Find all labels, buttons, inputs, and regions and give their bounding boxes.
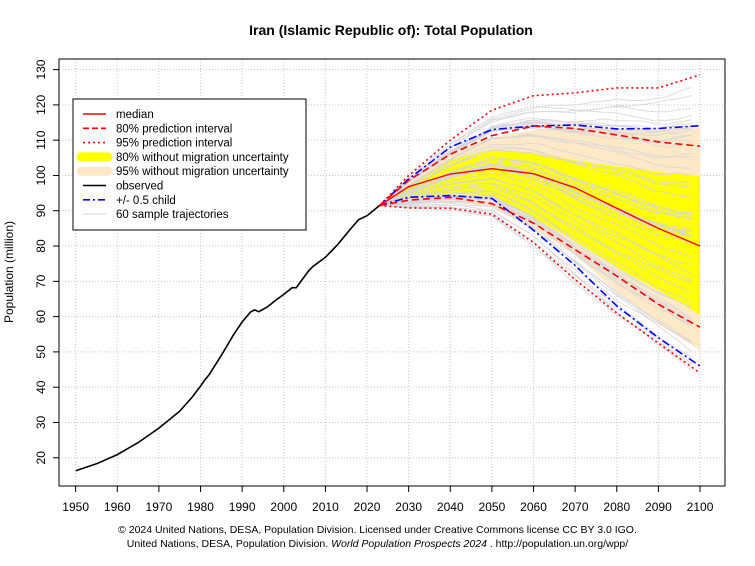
sample-trajectory [379, 186, 692, 283]
chart-title: Iran (Islamic Republic of): Total Popula… [249, 22, 533, 38]
sample-trajectory [379, 126, 692, 206]
x-tick-label: 2010 [312, 500, 339, 514]
footer-citation-suffix: . http://population.un.org/wpp/ [489, 538, 629, 550]
pi95-upper-line [378, 74, 701, 207]
series-lines [75, 74, 701, 472]
y-tick-label: 50 [34, 345, 48, 359]
legend-label: 80% prediction interval [116, 123, 232, 135]
legend-label: 80% without migration uncertainty [116, 152, 289, 164]
legend-label: 95% without migration uncertainty [116, 166, 289, 178]
sample-trajectory [379, 204, 692, 353]
y-tick-label: 100 [34, 165, 48, 185]
y-axis: 20 30 40 50 60 70 80 90 100 110 120 130 [34, 59, 59, 464]
footer-citation-title: World Population Prospects 2024 [331, 538, 487, 550]
x-tick-label: 2000 [270, 500, 297, 514]
sample-trajectory [379, 87, 692, 206]
x-axis: 1950 1960 1970 1980 1990 2000 2010 2020 2030 2040… [62, 486, 714, 514]
plot-frame [58, 58, 726, 487]
legend-box [72, 98, 307, 231]
x-tick-label: 2020 [354, 500, 381, 514]
sample-trajectory [379, 149, 692, 206]
sample-trajectory [379, 158, 692, 221]
pi80-lower-line [379, 196, 701, 328]
x-tick-label: 1980 [187, 500, 214, 514]
y-tick-label: 80 [34, 239, 48, 253]
x-tick-label: 1950 [62, 500, 89, 514]
x-tick-label: 2090 [645, 500, 672, 514]
x-tick-label: 1970 [146, 500, 173, 514]
legend-label: +/- 0.5 child [116, 195, 176, 207]
sample-trajectory [379, 134, 692, 206]
child-lower-line [379, 194, 701, 367]
sample-trajectory [379, 182, 692, 282]
y-tick-label: 110 [34, 130, 48, 149]
x-tick-label: 2060 [520, 500, 547, 514]
sample-trajectory [379, 203, 692, 342]
footer-citation-prefix: United Nations, DESA, Population Divisio… [126, 538, 329, 550]
sample-trajectory [379, 143, 692, 206]
x-tick-label: 1990 [229, 500, 256, 514]
y-tick-label: 20 [34, 451, 48, 465]
observed-line [75, 204, 381, 472]
legend-label: median [116, 109, 154, 121]
sample-trajectory [379, 123, 692, 206]
pi80-upper-line [378, 125, 701, 207]
band-80-no-migration [379, 150, 700, 315]
y-tick-label: 40 [34, 380, 48, 394]
y-axis-label: Population (million) [2, 221, 16, 323]
y-tick-label: 130 [34, 59, 48, 79]
legend: median 80% prediction interval 95% predict… [72, 98, 307, 231]
sample-trajectory [379, 197, 692, 325]
child-upper-line [378, 124, 701, 207]
legend-label: 60 sample trajectories [116, 209, 229, 221]
x-tick-label: 2040 [437, 500, 464, 514]
footer-citation: United Nations, DESA, Population Divisio… [0, 538, 755, 550]
median-line [379, 167, 701, 247]
y-tick-label: 90 [34, 204, 48, 218]
x-tick-label: 2030 [395, 500, 422, 514]
x-tick-label: 2070 [562, 500, 589, 514]
sample-trajectory [379, 167, 692, 244]
sample-trajectory [379, 205, 692, 366]
legend-label: observed [116, 181, 163, 193]
x-tick-label: 1960 [104, 500, 131, 514]
x-tick-label: 2080 [603, 500, 630, 514]
legend-label: 95% prediction interval [116, 138, 232, 150]
x-tick-label: 2100 [687, 500, 714, 514]
sample-trajectory [379, 201, 692, 344]
y-tick-label: 60 [34, 310, 48, 324]
sample-trajectory [379, 146, 692, 206]
sample-trajectory [379, 178, 692, 265]
footer-license: © 2024 United Nations, DESA, Population … [118, 524, 637, 536]
y-tick-label: 70 [34, 274, 48, 288]
sample-trajectory [379, 171, 692, 258]
y-tick-label: 30 [34, 415, 48, 429]
sample-trajectory [379, 196, 692, 327]
y-tick-label: 120 [34, 95, 48, 115]
sample-trajectory [379, 184, 692, 294]
x-tick-label: 2050 [479, 500, 506, 514]
pi95-lower-line [379, 204, 701, 374]
